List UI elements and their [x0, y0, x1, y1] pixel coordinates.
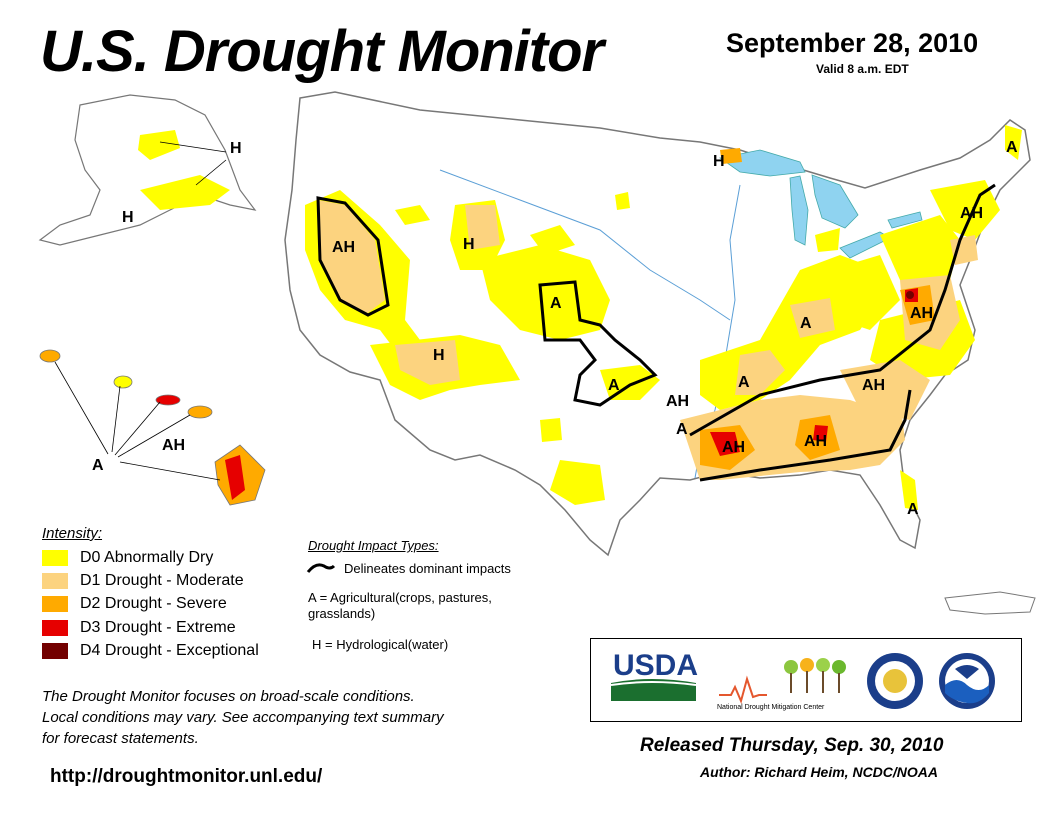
legend-item-d4: D4 Drought - Exceptional [42, 641, 259, 661]
commerce-seal [867, 653, 923, 709]
label-ne-a: A [550, 295, 562, 312]
label-oh-a: A [800, 315, 812, 332]
disclaimer-line-1: The Drought Monitor focuses on broad-sca… [42, 688, 415, 705]
legend-title: Intensity: [42, 525, 103, 542]
impact-a-label-2: grasslands) [308, 606, 376, 621]
author: Author: Richard Heim, NCDC/NOAA [700, 764, 939, 780]
label-west-ah: AH [332, 239, 355, 256]
impact-line-sample [306, 563, 336, 573]
legend-label-d2: D2 Drought - Severe [80, 595, 227, 612]
label-fl-a: A [907, 501, 919, 518]
legend-swatch-d4 [42, 643, 68, 659]
label-tn-a: A [738, 374, 750, 391]
puerto-rico [944, 591, 1036, 615]
impact-lines [316, 183, 996, 482]
label-sw-h: H [433, 347, 445, 364]
released-date: Released Thursday, Sep. 30, 2010 [640, 735, 944, 756]
impact-a-label-1: A = Agricultural(crops, pastures, [308, 590, 492, 605]
legend-swatch-d0 [42, 550, 68, 566]
hawaii-islands [39, 349, 266, 506]
legend-label-d3: D3 Drought - Extreme [80, 619, 236, 636]
label-ks-a: A [608, 377, 620, 394]
label-va-ah: AH [910, 305, 933, 322]
label-alaska-h2: H [122, 209, 134, 226]
label-maine-a: A [1006, 139, 1018, 156]
alaska-outline [38, 94, 257, 246]
usda-logo: USDA [610, 649, 698, 701]
impact-line-label: Delineates dominant impacts [344, 561, 511, 576]
legend-item-d3: D3 Drought - Extreme [42, 618, 236, 638]
partner-logos: USDA National Drought Mitigation Center [590, 638, 1022, 722]
missouri-river [439, 169, 731, 321]
impact-h-label: H = Hydrological(water) [312, 637, 449, 652]
d4-areas [906, 291, 914, 299]
ndmc-logo: National Drought Mitigation Center [717, 658, 846, 711]
label-mi-h: H [713, 153, 725, 170]
legend-item-d1: D1 Drought - Moderate [42, 571, 244, 591]
lake-huron [811, 174, 859, 229]
hawaii-pointer-lines [54, 361, 221, 481]
svg-text:USDA: USDA [613, 649, 698, 682]
legend-swatch-d1 [42, 573, 68, 589]
label-hawaii-a: A [92, 457, 104, 474]
label-south-ah1: AH [666, 393, 689, 410]
label-alaska-h1: H [230, 140, 242, 157]
lake-michigan [789, 175, 809, 246]
legend-label-d0: D0 Abnormally Dry [80, 549, 214, 566]
map-title: U.S. Drought Monitor [40, 19, 604, 84]
lake-ontario [887, 211, 923, 229]
d0-areas [305, 125, 1022, 510]
legend-item-d0: D0 Abnormally Dry [42, 548, 213, 568]
noaa-logo [939, 653, 995, 709]
label-south-ah2: AH [722, 439, 745, 456]
website-link[interactable]: http://droughtmonitor.unl.edu/ [50, 766, 323, 787]
map-date: September 28, 2010 [726, 28, 979, 58]
alaska-d0 [138, 130, 180, 160]
alaska-d0b [140, 175, 230, 210]
label-ne-ah: AH [960, 205, 983, 222]
legend-label-d4: D4 Drought - Exceptional [80, 642, 259, 659]
alaska-pointer-lines [159, 141, 227, 186]
disclaimer-line-3: for forecast statements. [42, 730, 199, 747]
label-hawaii-ah: AH [162, 437, 185, 454]
legend-label-d1: D1 Drought - Moderate [80, 572, 244, 589]
lake-superior [719, 149, 806, 177]
disclaimer-line-2: Local conditions may vary. See accompany… [42, 709, 444, 726]
legend-item-d2: D2 Drought - Severe [42, 594, 227, 614]
svg-text:National Drought Mitigation Ce: National Drought Mitigation Center [717, 704, 825, 711]
logos-graphic: USDA National Drought Mitigation Center [610, 649, 995, 711]
disclaimer: The Drought Monitor focuses on broad-sca… [42, 686, 572, 749]
label-wy-h: H [463, 236, 475, 253]
legend-swatch-d3 [42, 620, 68, 636]
label-carolina-ah: AH [862, 377, 885, 394]
label-south-a1: A [676, 421, 688, 438]
label-ga-ah: AH [804, 433, 827, 450]
impact-types-title: Drought Impact Types: [308, 538, 439, 553]
valid-time: Valid 8 a.m. EDT [816, 62, 909, 76]
legend-swatch-d2 [42, 596, 68, 612]
